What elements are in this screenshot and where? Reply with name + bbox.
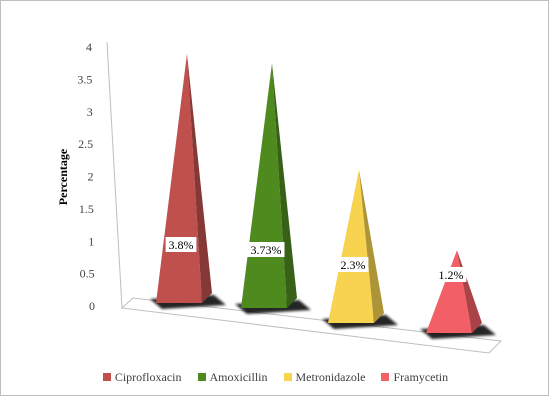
y-axis-ticks: 0 0.5 1 1.5 2 2.5 3 3.5 4 [77, 40, 95, 313]
legend: Ciprofloxacin Amoxicillin Metronidazole … [1, 367, 549, 387]
data-label: 3.8% [169, 238, 194, 252]
data-label: 1.2% [439, 268, 464, 282]
y-tick-label: 1.5 [79, 202, 94, 216]
y-tick-label: 0 [89, 299, 95, 313]
legend-item-metronidazole: Metronidazole [283, 369, 366, 385]
legend-item-ciprofloxacin: Ciprofloxacin [102, 369, 182, 385]
y-axis-label: Percentage [56, 148, 70, 205]
legend-swatch [102, 373, 111, 381]
legend-swatch [283, 373, 292, 381]
y-tick-label: 0.5 [80, 267, 95, 281]
y-tick-label: 1 [88, 234, 94, 248]
legend-label: Amoxicillin [209, 369, 268, 384]
legend-label: Ciprofloxacin [114, 369, 182, 384]
data-labels: 3.8% 3.73% 2.3% 1.2% [165, 237, 467, 282]
y-tick-label: 4 [86, 40, 92, 54]
data-label-box [247, 242, 285, 257]
y-tick-label: 3 [87, 105, 93, 119]
legend-item-amoxicillin: Amoxicillin [197, 369, 268, 385]
back-wall-edge [106, 41, 123, 309]
y-tick-label: 3.5 [77, 72, 92, 86]
legend-swatch [197, 373, 206, 381]
legend-label: Metronidazole [295, 369, 366, 384]
y-tick-label: 2 [88, 170, 94, 184]
pyramid-side-face [272, 63, 297, 308]
pyramid-series [150, 53, 496, 339]
data-label-box [165, 237, 197, 252]
pyramid-metronidazole [322, 169, 398, 329]
floor-outline [120, 297, 503, 354]
legend-label: Framycetin [393, 369, 449, 384]
y-tick-label: 2.5 [78, 137, 93, 151]
chart-walls [106, 41, 503, 354]
data-label: 2.3% [341, 258, 366, 272]
pyramid-amoxicillin [235, 63, 311, 314]
data-label-box [337, 257, 369, 272]
pyramid-framycetin [420, 250, 496, 339]
legend-item-framycetin: Framycetin [381, 370, 448, 385]
data-label-box [435, 267, 467, 282]
pyramid-side-face [187, 53, 212, 303]
pyramid-ciprofloxacin [150, 53, 226, 309]
pyramid-front-face [328, 169, 374, 323]
data-label: 3.73% [251, 243, 282, 257]
legend-swatch [381, 373, 390, 381]
pyramid-side-face [359, 169, 384, 323]
